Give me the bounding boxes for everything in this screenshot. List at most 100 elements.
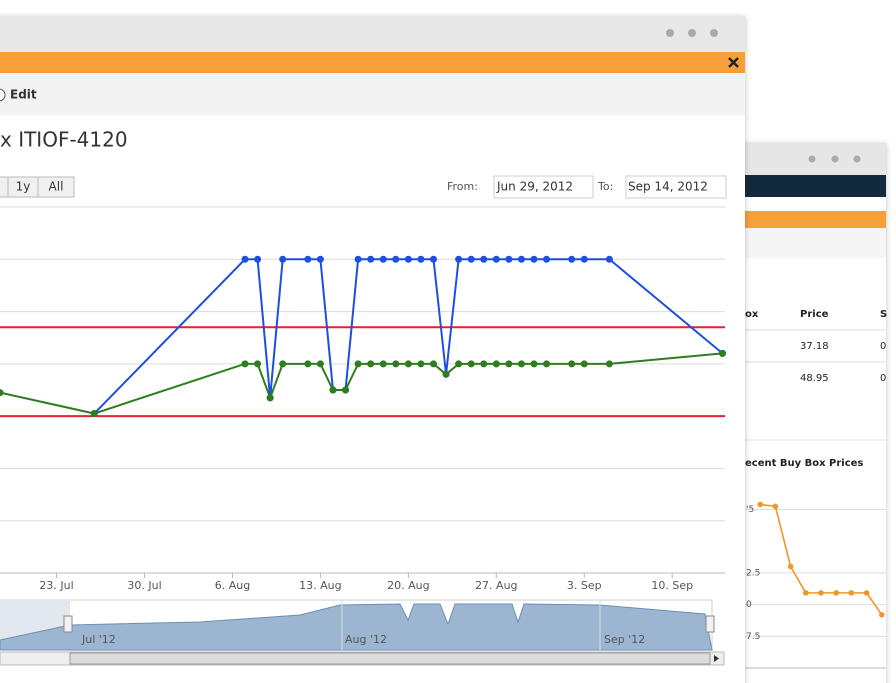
main-chart: 23. Jul 30. Jul 6. Aug 13. Aug 20. Aug 27. Au… bbox=[0, 206, 726, 592]
data-point bbox=[304, 255, 312, 263]
data-point bbox=[718, 349, 726, 357]
to-input[interactable] bbox=[625, 175, 727, 199]
dot bbox=[808, 155, 816, 163]
data-point bbox=[863, 590, 870, 596]
range-button[interactable] bbox=[37, 176, 75, 198]
data-point bbox=[0, 389, 4, 397]
table-cell: 0 bbox=[880, 373, 886, 384]
navigator-handle[interactable] bbox=[705, 615, 715, 633]
data-point bbox=[787, 563, 794, 570]
table-header: ox bbox=[745, 309, 759, 320]
plot-area bbox=[0, 255, 726, 418]
range-label[interactable]: All bbox=[49, 180, 64, 194]
plot-area bbox=[757, 501, 885, 618]
table-cell: 48.95 bbox=[800, 373, 829, 384]
navbar bbox=[700, 175, 886, 197]
x-tick-label: 3. Sep bbox=[567, 579, 602, 592]
data-point bbox=[505, 255, 513, 263]
dot bbox=[666, 29, 674, 37]
dot bbox=[853, 155, 861, 163]
range-button[interactable] bbox=[0, 176, 9, 198]
data-point bbox=[568, 360, 576, 368]
data-point bbox=[580, 255, 588, 263]
data-point bbox=[879, 611, 885, 618]
scrollbar-thumb[interactable] bbox=[69, 652, 711, 665]
data-point bbox=[605, 255, 613, 263]
data-point bbox=[442, 370, 450, 378]
table-header: S bbox=[880, 309, 887, 320]
data-point bbox=[455, 360, 463, 368]
data-point bbox=[279, 255, 287, 263]
x-tick-label: 13. Aug bbox=[299, 579, 341, 592]
navigator-handle[interactable] bbox=[63, 615, 73, 633]
orange-bar bbox=[700, 211, 886, 228]
x-tick-label: 6. Aug bbox=[215, 579, 250, 592]
x-tick-label: 20. Aug bbox=[387, 579, 429, 592]
data-point bbox=[467, 255, 475, 263]
close-icon[interactable] bbox=[728, 57, 739, 68]
dot bbox=[688, 29, 696, 37]
data-point bbox=[279, 360, 287, 368]
data-point bbox=[367, 360, 375, 368]
data-point bbox=[241, 255, 249, 263]
data-point bbox=[492, 255, 500, 263]
y-tick-label: 7.5 bbox=[746, 632, 760, 642]
data-point bbox=[241, 360, 249, 368]
data-point bbox=[833, 590, 839, 596]
data-point bbox=[605, 360, 613, 368]
x-tick-label: 30. Jul bbox=[127, 579, 161, 592]
table-cell: 37.18 bbox=[800, 341, 829, 352]
data-point bbox=[580, 360, 588, 368]
edit-icon[interactable] bbox=[0, 88, 6, 102]
data-point bbox=[417, 360, 425, 368]
data-point bbox=[480, 360, 488, 368]
table-header: Price bbox=[800, 309, 829, 320]
page-title: x ITIOF-4120 bbox=[0, 128, 128, 152]
scroll-arrow[interactable] bbox=[714, 655, 719, 662]
data-point bbox=[568, 255, 576, 263]
orange-bar bbox=[0, 52, 745, 73]
data-point bbox=[404, 255, 412, 263]
from-value[interactable]: Jun 29, 2012 bbox=[496, 180, 573, 194]
data-point bbox=[316, 360, 324, 368]
data-point bbox=[530, 360, 538, 368]
navigator-label: Aug '12 bbox=[345, 633, 387, 646]
data-point bbox=[530, 255, 538, 263]
navigator-area bbox=[0, 603, 713, 651]
data-point bbox=[772, 503, 779, 510]
data-point bbox=[417, 255, 425, 263]
y-tick-label: 2.5 bbox=[746, 568, 760, 578]
data-point bbox=[254, 255, 262, 263]
data-point bbox=[517, 360, 525, 368]
data-point bbox=[848, 590, 855, 596]
data-point bbox=[467, 360, 475, 368]
data-point bbox=[803, 590, 809, 596]
data-point bbox=[429, 360, 437, 368]
navigator-label: Sep '12 bbox=[604, 633, 645, 646]
data-point bbox=[818, 590, 824, 596]
navigator-label: Jul '12 bbox=[81, 633, 116, 646]
data-point bbox=[379, 360, 387, 368]
data-point bbox=[543, 360, 551, 368]
data-point bbox=[492, 360, 500, 368]
data-point bbox=[429, 255, 437, 263]
data-point bbox=[757, 501, 763, 508]
front-window-frame bbox=[0, 16, 745, 683]
data-point bbox=[517, 255, 525, 263]
range-label[interactable]: 1y bbox=[16, 180, 31, 194]
chart-title: ecent Buy Box Prices bbox=[745, 458, 863, 469]
data-point bbox=[329, 386, 337, 394]
data-point bbox=[254, 360, 262, 368]
data-point bbox=[266, 394, 274, 402]
y-tick-label: 0 bbox=[746, 600, 752, 610]
data-point bbox=[392, 360, 400, 368]
to-value[interactable]: Sep 14, 2012 bbox=[628, 180, 708, 194]
dot bbox=[831, 155, 839, 163]
from-input[interactable] bbox=[493, 175, 594, 199]
front-window: Edit x ITIOF-4120 1y All From: Jun 29, 2… bbox=[0, 16, 745, 683]
data-point bbox=[367, 255, 375, 263]
x-tick-label: 10. Sep bbox=[651, 579, 693, 592]
edit-button[interactable]: Edit bbox=[10, 88, 37, 102]
